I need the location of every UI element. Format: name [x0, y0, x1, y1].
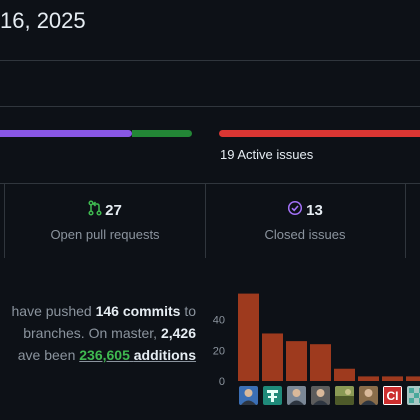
contributor-bar[interactable] [334, 368, 355, 381]
contributors-bar-chart: 0 20 40 [213, 293, 420, 388]
git-pull-request-icon [88, 200, 102, 221]
contributor-bar[interactable] [382, 376, 403, 381]
contributor-bar[interactable] [262, 333, 283, 381]
closed-issues-stat[interactable]: 13 Closed issues [215, 200, 395, 242]
contributor-bar[interactable] [406, 376, 420, 381]
files-changed-count: 2,426 [160, 325, 196, 341]
divider [405, 184, 406, 258]
landscape-photo-icon[interactable] [335, 386, 354, 405]
person-photo-icon[interactable] [311, 386, 330, 405]
contributor-bar[interactable] [238, 293, 259, 381]
summary-text: have pushed [11, 303, 92, 319]
merged-progress-bar [0, 130, 132, 137]
issue-closed-icon [287, 200, 303, 221]
summary-text: ave been [17, 347, 76, 363]
page-title: 16, 2025 [0, 8, 86, 33]
contributor-bar[interactable] [286, 341, 307, 381]
ci-logo-icon[interactable]: CI [383, 386, 402, 405]
divider [0, 106, 420, 107]
y-tick-label: 40 [213, 315, 225, 327]
divider [205, 184, 206, 258]
additions-count-link[interactable]: 236,605 [79, 347, 130, 363]
additions-label[interactable]: additions [133, 347, 196, 363]
y-tick-label: 20 [213, 345, 225, 357]
open-progress-bar [132, 130, 192, 137]
summary-text: to [184, 303, 196, 319]
open-pull-requests-stat[interactable]: 27 Open pull requests [15, 200, 195, 242]
person-photo-icon[interactable] [239, 386, 258, 405]
open-pull-requests-label: Open pull requests [50, 227, 160, 242]
open-pull-requests-count: 27 [105, 202, 122, 219]
commits-link[interactable]: 146 commits [95, 303, 181, 319]
commit-summary: have pushed 146 commits to branches. On … [0, 300, 196, 366]
closed-issues-count: 13 [306, 202, 323, 219]
active-issues-label[interactable]: 19 Active issues [220, 147, 314, 162]
person-photo-icon[interactable] [359, 386, 378, 405]
person-photo-icon[interactable] [287, 386, 306, 405]
divider [0, 60, 420, 61]
contributor-bar[interactable] [358, 376, 379, 381]
identicon-icon[interactable] [407, 386, 420, 405]
active-issues-bar [219, 130, 420, 137]
svg-text:CI: CI [387, 389, 399, 403]
contributor-bar[interactable] [310, 344, 331, 381]
closed-issues-label: Closed issues [264, 227, 346, 242]
t-letter-avatar-icon[interactable] [263, 386, 282, 405]
divider [4, 184, 5, 258]
y-tick-label: 0 [219, 376, 225, 388]
divider [0, 183, 420, 184]
summary-text: branches. On master, [23, 325, 158, 341]
